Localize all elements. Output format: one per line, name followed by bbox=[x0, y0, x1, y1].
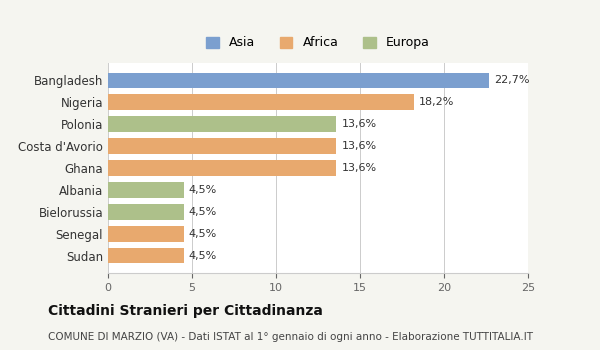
Bar bbox=[108, 94, 414, 110]
Text: 22,7%: 22,7% bbox=[494, 75, 530, 85]
Text: 4,5%: 4,5% bbox=[188, 207, 217, 217]
Text: Cittadini Stranieri per Cittadinanza: Cittadini Stranieri per Cittadinanza bbox=[48, 304, 323, 318]
Bar bbox=[108, 72, 490, 88]
Text: 4,5%: 4,5% bbox=[188, 229, 217, 239]
Text: 13,6%: 13,6% bbox=[341, 163, 377, 173]
Text: 4,5%: 4,5% bbox=[188, 185, 217, 195]
Text: COMUNE DI MARZIO (VA) - Dati ISTAT al 1° gennaio di ogni anno - Elaborazione TUT: COMUNE DI MARZIO (VA) - Dati ISTAT al 1°… bbox=[48, 331, 533, 342]
Text: 13,6%: 13,6% bbox=[341, 141, 377, 151]
Bar bbox=[108, 160, 337, 176]
Text: 13,6%: 13,6% bbox=[341, 119, 377, 129]
Text: 18,2%: 18,2% bbox=[419, 97, 454, 107]
Bar bbox=[108, 226, 184, 241]
Bar bbox=[108, 182, 184, 198]
Text: 4,5%: 4,5% bbox=[188, 251, 217, 261]
Bar bbox=[108, 248, 184, 264]
Bar bbox=[108, 117, 337, 132]
Bar bbox=[108, 204, 184, 219]
Legend: Asia, Africa, Europa: Asia, Africa, Europa bbox=[201, 32, 435, 55]
Bar bbox=[108, 138, 337, 154]
